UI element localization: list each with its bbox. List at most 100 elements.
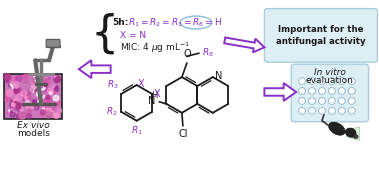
Polygon shape	[224, 38, 265, 52]
Circle shape	[28, 87, 33, 93]
Circle shape	[31, 81, 38, 88]
Text: MIC: 4 $\mu$g mL$^{-1}$: MIC: 4 $\mu$g mL$^{-1}$	[119, 40, 190, 55]
Circle shape	[30, 86, 36, 92]
Circle shape	[55, 88, 58, 91]
Circle shape	[14, 87, 21, 94]
Circle shape	[54, 76, 60, 83]
Text: O: O	[183, 49, 191, 59]
Circle shape	[299, 97, 305, 104]
Circle shape	[30, 102, 36, 109]
Circle shape	[26, 113, 31, 119]
Circle shape	[18, 103, 20, 105]
Circle shape	[328, 97, 335, 104]
Circle shape	[32, 78, 38, 84]
Circle shape	[10, 82, 14, 86]
Text: $R_3$: $R_3$	[108, 78, 119, 91]
Circle shape	[41, 85, 43, 88]
Polygon shape	[79, 60, 111, 78]
Circle shape	[44, 107, 49, 112]
Circle shape	[39, 90, 44, 95]
Circle shape	[14, 88, 19, 93]
Circle shape	[5, 93, 11, 99]
Circle shape	[55, 76, 56, 78]
Circle shape	[32, 101, 38, 107]
Circle shape	[348, 107, 355, 114]
Circle shape	[309, 78, 315, 85]
Text: 5h:: 5h:	[113, 18, 129, 27]
Text: In vitro: In vitro	[314, 68, 346, 77]
Circle shape	[3, 73, 10, 80]
Circle shape	[34, 105, 39, 110]
Polygon shape	[265, 83, 296, 101]
Circle shape	[13, 76, 20, 83]
Circle shape	[26, 96, 31, 101]
Circle shape	[37, 101, 41, 104]
Text: Important for the
antifungal activity: Important for the antifungal activity	[276, 25, 366, 46]
Circle shape	[40, 87, 45, 92]
Circle shape	[16, 76, 22, 81]
Circle shape	[17, 108, 21, 112]
FancyBboxPatch shape	[5, 74, 62, 119]
Circle shape	[10, 112, 16, 117]
Circle shape	[41, 95, 45, 98]
Circle shape	[26, 100, 30, 104]
Circle shape	[44, 79, 50, 86]
Circle shape	[49, 114, 50, 116]
Circle shape	[23, 113, 25, 116]
Circle shape	[34, 75, 39, 80]
Circle shape	[44, 97, 51, 104]
FancyBboxPatch shape	[291, 64, 369, 122]
Circle shape	[10, 100, 12, 102]
FancyBboxPatch shape	[46, 39, 60, 47]
Circle shape	[17, 114, 22, 119]
Circle shape	[44, 81, 46, 84]
Circle shape	[53, 107, 56, 110]
Circle shape	[338, 87, 345, 95]
Circle shape	[25, 96, 28, 99]
Circle shape	[55, 77, 60, 82]
Circle shape	[54, 113, 59, 118]
Circle shape	[12, 79, 14, 81]
Circle shape	[28, 116, 30, 118]
Circle shape	[6, 80, 8, 83]
Text: H: H	[151, 92, 158, 100]
Circle shape	[299, 107, 305, 114]
Circle shape	[348, 97, 355, 104]
Circle shape	[41, 85, 45, 89]
Circle shape	[42, 108, 44, 110]
Ellipse shape	[329, 122, 345, 135]
Circle shape	[318, 107, 326, 114]
Circle shape	[338, 78, 345, 85]
Circle shape	[49, 111, 53, 114]
Circle shape	[16, 105, 21, 109]
Circle shape	[36, 91, 41, 96]
Circle shape	[22, 91, 24, 94]
Circle shape	[33, 78, 36, 80]
Circle shape	[328, 87, 335, 95]
Text: N: N	[148, 96, 155, 106]
Circle shape	[318, 78, 326, 85]
Circle shape	[35, 102, 37, 104]
Circle shape	[348, 78, 355, 85]
Circle shape	[34, 103, 37, 106]
Circle shape	[40, 112, 44, 116]
Circle shape	[48, 98, 52, 103]
Circle shape	[42, 97, 48, 103]
Circle shape	[8, 76, 12, 80]
Circle shape	[15, 85, 18, 88]
Circle shape	[16, 96, 18, 98]
Circle shape	[9, 109, 14, 114]
Circle shape	[46, 112, 52, 118]
Circle shape	[318, 87, 326, 95]
Circle shape	[11, 103, 15, 106]
Text: $R_1 = R_2 = R_3 = R_8 = $H: $R_1 = R_2 = R_3 = R_8 = $H	[128, 16, 222, 29]
Circle shape	[52, 85, 54, 87]
Circle shape	[54, 100, 60, 105]
Circle shape	[46, 95, 50, 99]
Circle shape	[19, 112, 26, 119]
Circle shape	[19, 107, 23, 111]
Text: N: N	[215, 71, 222, 81]
Circle shape	[309, 97, 315, 104]
Circle shape	[33, 100, 37, 104]
Circle shape	[13, 81, 19, 88]
